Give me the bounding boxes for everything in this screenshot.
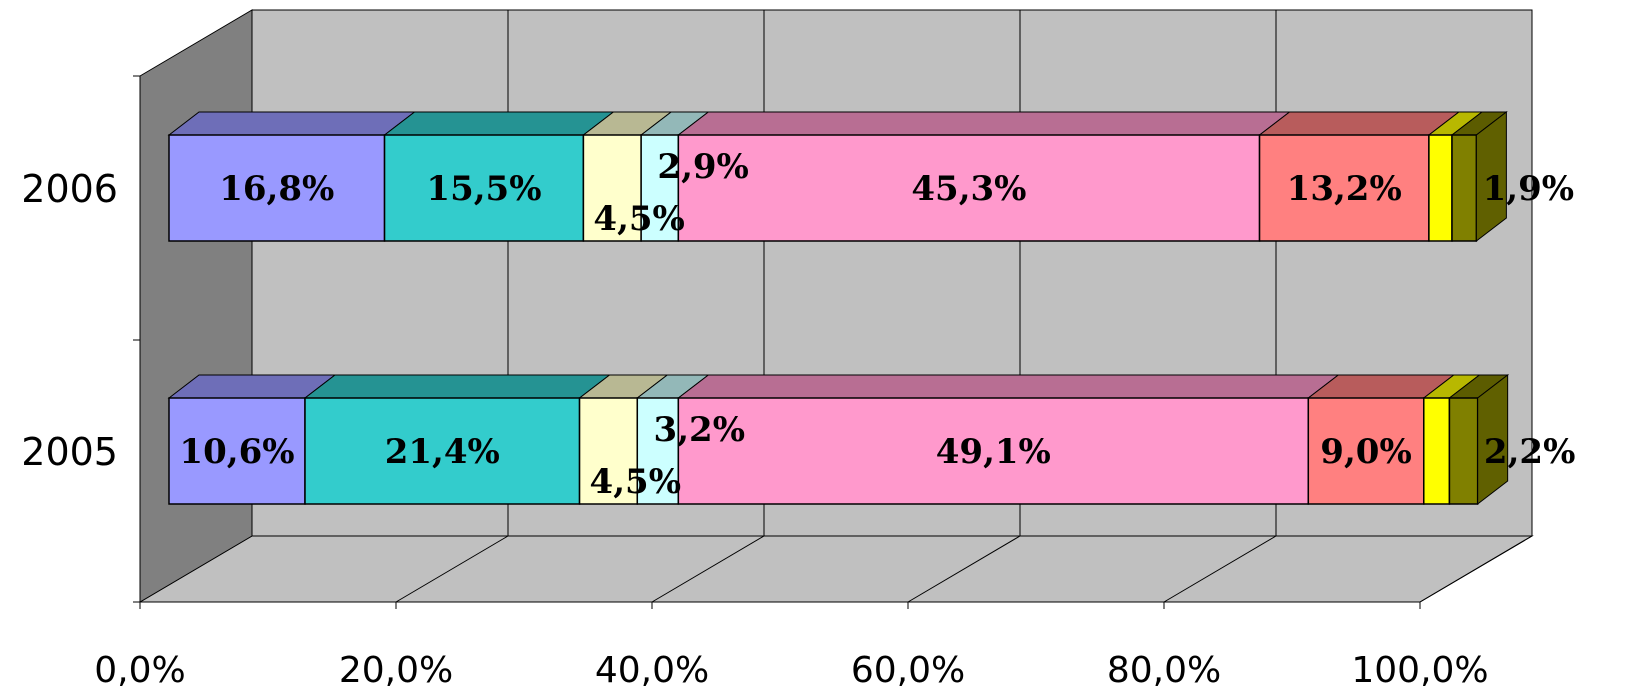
data-label-2006-series-6: 13,2%: [1287, 169, 1402, 209]
data-label-2006-series-5: 45,3%: [911, 169, 1026, 209]
bar-segment-2005-series-2: [304, 397, 581, 505]
bar-top-2005-series-5: [676, 374, 1340, 399]
bar-segment-2005-series-1: [168, 397, 306, 505]
bar-segment-2006-series-4: [640, 134, 680, 242]
x-tick-label: 60,0%: [851, 650, 965, 691]
bar-top-2006-series-5: [676, 111, 1292, 136]
data-label-2005-series-4: 3,2%: [654, 410, 745, 450]
bar-segment-2005-series-8: [1448, 397, 1479, 505]
bar-top-2006-series-1: [167, 111, 417, 136]
bar-segment-2006-series-6: [1258, 134, 1430, 242]
chart-side-wall: [139, 9, 253, 603]
data-label-2005-series-6: 9,0%: [1320, 432, 1411, 472]
gridline-floor: [395, 535, 509, 603]
gridline-floor: [651, 535, 765, 603]
data-label-2006-series-3: 4,5%: [593, 199, 684, 239]
y-category-label-2005: 2005: [21, 430, 118, 474]
bars-layer: [167, 110, 1510, 506]
bar-segment-2005-series-7: [1423, 397, 1451, 505]
x-tick-label: 80,0%: [1107, 650, 1221, 691]
data-label-2006-series-8: 1,9%: [1483, 169, 1574, 209]
bar-side-2006: [1475, 110, 1507, 243]
x-tick-label: 20,0%: [339, 650, 453, 691]
bar-segment-2006-series-2: [383, 134, 585, 242]
bar-segment-2006-series-3: [582, 134, 642, 242]
data-label-2005-series-8: 2,2%: [1484, 432, 1575, 472]
data-label-2005-series-5: 49,1%: [936, 432, 1051, 472]
y-category-label-2006: 2006: [21, 167, 118, 211]
bar-segment-2006-series-5: [677, 134, 1261, 242]
bar-top-2005-series-2: [303, 374, 612, 399]
chart-walls: [133, 9, 1534, 609]
data-label-2005-series-1: 10,6%: [179, 432, 294, 472]
x-tick-label: 40,0%: [595, 650, 709, 691]
bar-segment-2006-series-7: [1428, 134, 1453, 242]
data-label-2006-series-2: 15,5%: [426, 169, 541, 209]
bar-segment-2005-series-5: [677, 397, 1310, 505]
data-label-2006-series-1: 16,8%: [219, 169, 334, 209]
gridline-floor: [907, 535, 1021, 603]
bar-segment-2006-series-1: [168, 134, 386, 242]
bar-top-2006-series-6: [1258, 111, 1461, 136]
bar-side-2005: [1477, 373, 1509, 506]
gridline-floor: [1163, 535, 1277, 603]
x-tick-label: 0,0%: [94, 650, 185, 691]
bar-segment-2006-series-8: [1451, 134, 1478, 242]
bar-top-2006-series-2: [383, 111, 615, 136]
data-label-2006-series-4: 2,9%: [657, 147, 748, 187]
x-tick-label: 100,0%: [1351, 650, 1488, 691]
data-label-2005-series-3: 4,5%: [590, 462, 681, 502]
labels-layer: 0,0% 20,0% 40,0% 60,0% 80,0% 100,0% 2005 10,6% 2…: [21, 147, 1575, 691]
data-label-2005-series-2: 21,4%: [385, 432, 500, 472]
bar-segment-2005-series-3: [578, 397, 639, 505]
gridline-floor: [1419, 535, 1533, 603]
chart-floor: [138, 535, 1534, 603]
bar-segment-2005-series-4: [636, 397, 680, 505]
